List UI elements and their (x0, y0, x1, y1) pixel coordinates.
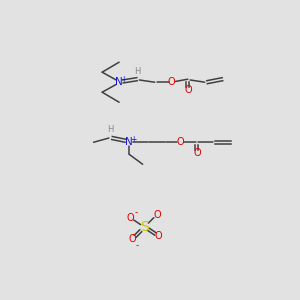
Text: +: + (120, 75, 126, 84)
Text: O: O (153, 210, 160, 220)
Text: S: S (140, 220, 149, 234)
Text: -: - (136, 241, 139, 250)
Text: O: O (154, 231, 162, 241)
Text: O: O (176, 137, 184, 147)
Text: +: + (130, 135, 136, 144)
Text: O: O (128, 234, 136, 244)
Text: N: N (125, 137, 133, 147)
Text: O: O (185, 85, 192, 95)
Text: H: H (134, 67, 141, 76)
Text: H: H (107, 125, 114, 134)
Text: O: O (193, 148, 201, 158)
Text: O: O (168, 77, 176, 87)
Text: N: N (115, 77, 123, 87)
Text: O: O (127, 213, 134, 223)
Text: -: - (134, 208, 138, 217)
